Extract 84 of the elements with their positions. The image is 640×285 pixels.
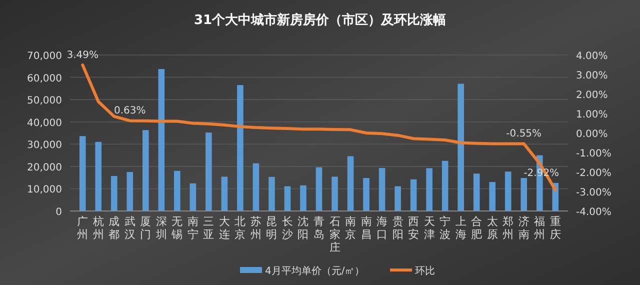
bar <box>268 176 275 211</box>
bar <box>126 172 134 211</box>
bar <box>221 176 228 211</box>
bar <box>410 179 417 211</box>
y-tick-label: 60,000 <box>27 73 62 84</box>
x-tick-label: 昆明 <box>266 215 278 241</box>
bar <box>190 183 196 211</box>
bar <box>442 160 448 211</box>
y2-tick-label: -2.00% <box>576 168 612 179</box>
x-tick-label: 长沙 <box>282 215 293 241</box>
bar <box>426 168 432 211</box>
bar <box>110 176 118 211</box>
x-tick-label: 深圳 <box>154 215 167 241</box>
x-tick-label: 南京 <box>345 215 356 241</box>
x-tick-label: 青岛 <box>314 215 324 241</box>
x-tick-label: 宁波 <box>440 215 451 241</box>
x-tick-label: 厦门 <box>140 215 152 241</box>
x-tick-label: 北京 <box>234 215 246 241</box>
y-tick-label: 70,000 <box>27 51 62 62</box>
bar <box>174 170 180 211</box>
bar <box>316 167 322 211</box>
y2-tick-label: 4.00% <box>576 51 608 62</box>
data-label: -0.55% <box>506 128 542 140</box>
line-series <box>81 63 557 192</box>
legend-label: 4月平均单价（元/㎡） <box>265 265 365 277</box>
y2-tick-label: -3.00% <box>576 188 612 198</box>
bar <box>237 85 244 211</box>
x-tick-label: 南昌 <box>360 215 372 241</box>
x-tick-label: 济南 <box>518 215 530 241</box>
x-tick-label: 南宁 <box>187 215 198 241</box>
bar <box>300 185 306 211</box>
y-tick-label: 40,000 <box>27 118 62 129</box>
x-tick-label: 上海 <box>455 215 466 241</box>
x-tick-label: 成都 <box>108 215 120 241</box>
x-tick-label: 无锡 <box>170 215 183 241</box>
bar <box>252 163 260 211</box>
y2-tick-label: 0.00% <box>576 129 608 140</box>
y2-tick-label: -4.00% <box>576 207 612 218</box>
bar <box>158 69 165 211</box>
data-label: 0.63% <box>114 106 146 117</box>
x-tick-label: 郑州 <box>502 215 514 241</box>
x-tick-label: 苏州 <box>250 215 262 241</box>
bar <box>206 132 212 211</box>
bar <box>473 174 480 211</box>
y2-tick-label: -1.00% <box>576 148 612 160</box>
x-tick-label: 贵阳 <box>392 215 404 241</box>
bar <box>95 142 102 211</box>
y-tick-label: 20,000 <box>27 162 62 174</box>
bar <box>284 186 291 211</box>
x-tick-label: 广州 <box>77 215 88 241</box>
x-tick-label: 杭州 <box>92 215 104 241</box>
x-tick-label: 海口 <box>376 215 388 241</box>
x-tick-label: 福州 <box>534 215 546 241</box>
y2-tick-label: 1.00% <box>576 110 608 120</box>
bar <box>363 178 370 211</box>
x-tick-label: 三亚 <box>203 215 214 241</box>
y2-tick-label: 2.00% <box>576 90 608 101</box>
chart-title: 31个大中城市新房房价（市区）及环比涨幅 <box>194 12 446 28</box>
x-tick-label: 石家庄 <box>329 215 340 254</box>
bar <box>378 168 386 211</box>
bar <box>142 130 149 211</box>
bar <box>520 178 528 211</box>
data-label: 3.49% <box>66 50 98 61</box>
y-tick-label: 0 <box>56 207 62 218</box>
x-tick-label: 西安 <box>408 215 420 241</box>
bar <box>458 84 464 211</box>
bar <box>332 176 338 211</box>
x-tick-label: 合肥 <box>471 215 482 241</box>
x-tick-label: 重庆 <box>550 215 561 241</box>
x-tick-label: 武汉 <box>124 215 136 241</box>
bar <box>79 136 86 211</box>
x-tick-label: 天津 <box>424 215 435 241</box>
bar <box>394 186 401 211</box>
y-tick-label: 30,000 <box>27 140 62 152</box>
bar <box>347 156 354 211</box>
y-tick-label: 50,000 <box>27 96 62 107</box>
bar <box>489 182 496 211</box>
x-tick-label: 太原 <box>486 215 498 241</box>
y2-tick-label: 3.00% <box>576 70 608 82</box>
bar <box>504 172 512 211</box>
x-tick-label: 大连 <box>218 215 230 241</box>
y-tick-label: 10,000 <box>27 184 62 196</box>
legend-label: 环比 <box>415 265 435 277</box>
x-tick-label: 沈阳 <box>298 215 309 241</box>
